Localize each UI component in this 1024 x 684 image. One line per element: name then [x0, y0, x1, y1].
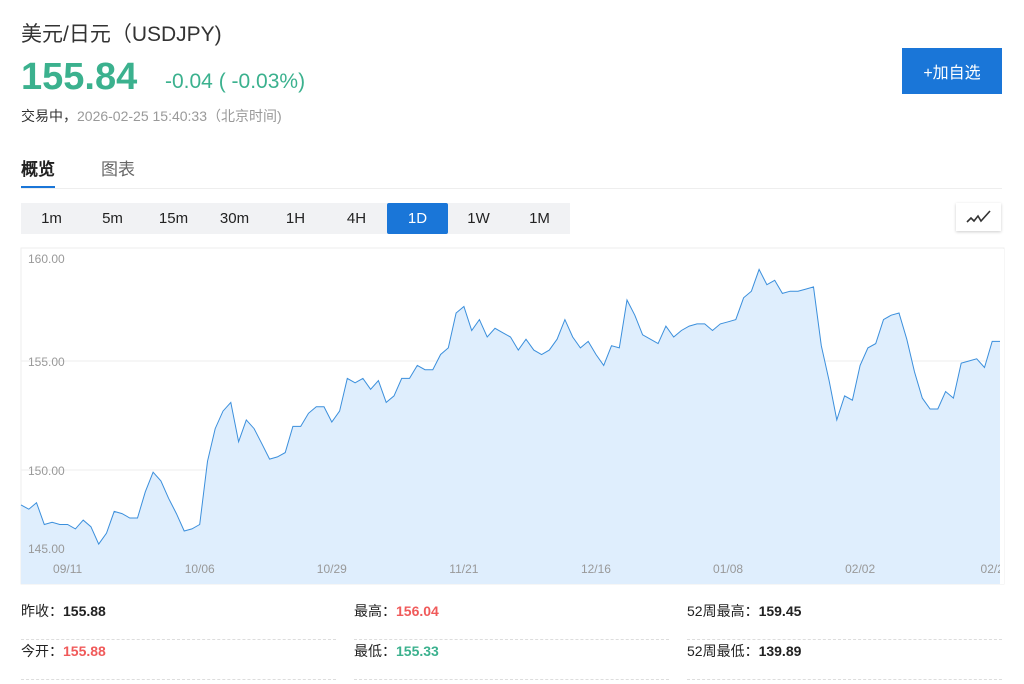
x-tick-label: 09/11: [53, 562, 82, 576]
stat-item: 今开：155.88: [21, 640, 336, 680]
stat-value: 139.89: [758, 643, 802, 659]
current-price: 155.84: [21, 56, 138, 98]
stat-value: 156.04: [396, 603, 439, 619]
tab-chart[interactable]: 图表: [101, 160, 135, 179]
add-watchlist-button[interactable]: +加自选: [902, 48, 1002, 94]
period-5m[interactable]: 5m: [102, 210, 123, 227]
stat-item: 昨收：155.88: [21, 600, 336, 640]
stat-label: 最高：: [354, 603, 396, 619]
x-tick-label: 10/29: [317, 562, 347, 576]
y-tick-label: 145.00: [28, 542, 65, 556]
stat-value: 159.45: [758, 603, 802, 619]
stat-label: 52周最低：: [687, 643, 759, 659]
line-chart-icon: [965, 210, 991, 223]
price-line: [20, 268, 1000, 546]
chart-edge: [1000, 249, 1004, 584]
x-tick-label: 11/21: [449, 562, 478, 576]
period-30m[interactable]: 30m: [219, 210, 250, 227]
y-tick-label: 160.00: [28, 252, 65, 266]
x-tick-label: 02/2: [981, 562, 1005, 576]
page-title: 美元/日元（USDJPY): [21, 23, 222, 46]
period-1D[interactable]: 1D: [387, 203, 448, 234]
tab-overview[interactable]: 概览: [21, 155, 55, 189]
period-1M[interactable]: 1M: [529, 210, 550, 227]
status-label: 交易中，: [21, 108, 77, 124]
x-tick-label: 02/02: [845, 562, 875, 576]
chart-type-button[interactable]: [956, 203, 1001, 231]
stat-value: 155.88: [63, 643, 106, 659]
period-1H[interactable]: 1H: [285, 210, 306, 227]
period-selector: 1m 5m 15m 30m 1H 4H 1D 1W 1M: [21, 203, 570, 234]
x-tick-label: 10/06: [185, 562, 215, 576]
period-1W[interactable]: 1W: [467, 210, 490, 227]
price-chart[interactable]: 160.00 155.00 150.00 145.00 09/11 10/06 10/29 1…: [0, 0, 1024, 600]
stat-item: 最高：156.04: [354, 600, 669, 640]
x-tick-label: 01/08: [713, 562, 743, 576]
stat-label: 昨收：: [21, 603, 63, 619]
timestamp: 2026-02-25 15:40:33（北京时间): [77, 108, 282, 124]
price-change: -0.04 ( -0.03%): [165, 70, 306, 93]
stat-item: 52周最低：139.89: [687, 640, 1002, 680]
y-tick-label: 150.00: [28, 464, 65, 478]
stat-label: 52周最高：: [687, 603, 759, 619]
y-tick-label: 155.00: [28, 355, 65, 369]
x-tick-label: 12/16: [581, 562, 611, 576]
stat-label: 今开：: [21, 643, 63, 659]
period-4H[interactable]: 4H: [346, 210, 367, 227]
stat-value: 155.33: [396, 643, 439, 659]
stat-label: 最低：: [354, 643, 396, 659]
period-15m[interactable]: 15m: [158, 210, 189, 227]
period-1m[interactable]: 1m: [41, 210, 62, 227]
divider: [21, 188, 1002, 189]
trading-status: 交易中，2026-02-25 15:40:33（北京时间): [21, 106, 282, 126]
stat-item: 52周最高：159.45: [687, 600, 1002, 640]
area-fill: [21, 269, 1000, 584]
stat-item: 最低：155.33: [354, 640, 669, 680]
stat-value: 155.88: [63, 603, 106, 619]
